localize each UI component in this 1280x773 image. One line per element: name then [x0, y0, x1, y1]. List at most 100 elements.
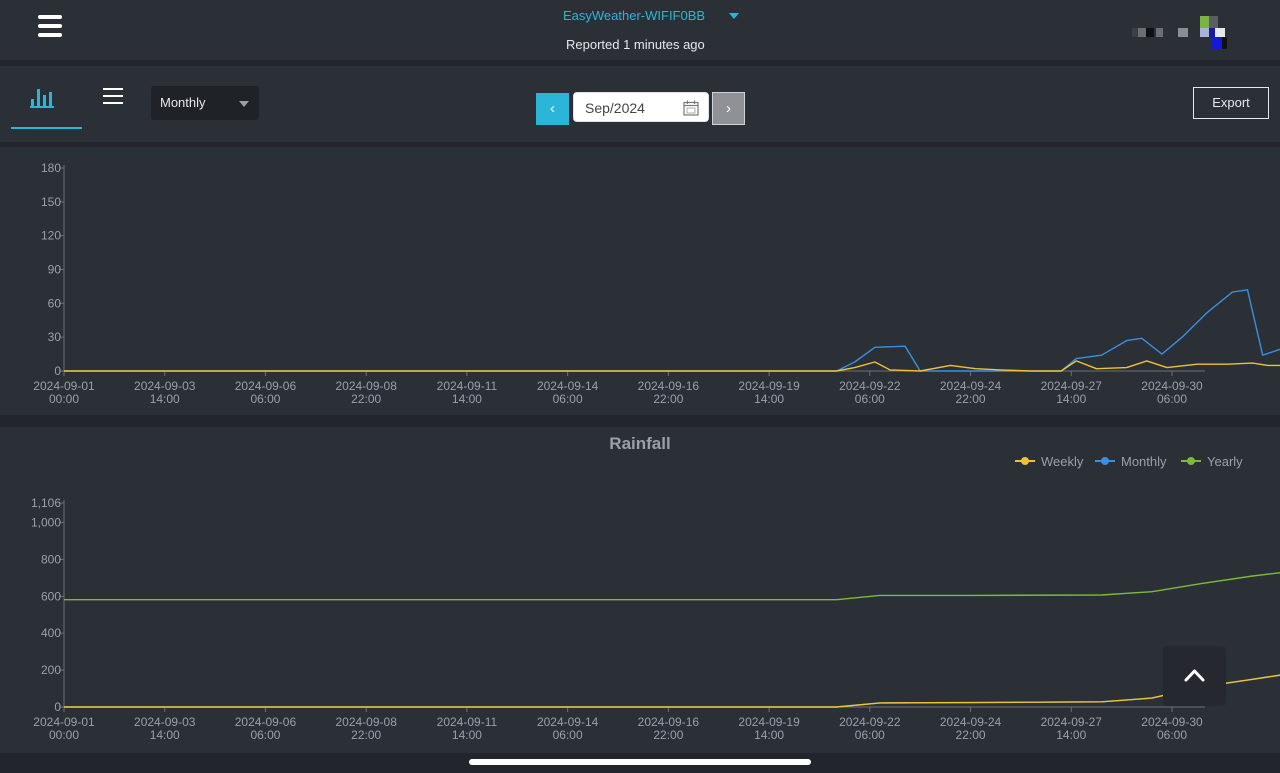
x-tick-label: 2024-09-22 [839, 715, 901, 729]
x-tick-label: 2024-09-30 [1141, 379, 1203, 393]
x-tick-label: 14:00 [150, 392, 180, 406]
series-line-monthly [64, 674, 1280, 708]
x-tick-label: 22:00 [653, 392, 683, 406]
x-tick-label: 2024-09-19 [738, 379, 800, 393]
x-tick-label: 2024-09-11 [437, 715, 498, 729]
x-tick-label: 2024-09-11 [437, 379, 498, 393]
y-tick-label: 1,106 [31, 496, 61, 510]
calendar-icon[interactable] [683, 100, 699, 116]
device-selector[interactable]: EasyWeather-WIFIF0BB [563, 8, 706, 23]
month-date-input[interactable]: Sep/2024 [573, 92, 709, 122]
legend-dot [1187, 457, 1195, 465]
x-tick-label: 06:00 [1157, 392, 1187, 406]
x-tick-label: 2024-09-14 [537, 379, 599, 393]
x-tick-label: 2024-09-03 [134, 379, 196, 393]
x-tick-label: 06:00 [855, 728, 885, 742]
x-tick-label: 2024-09-08 [335, 715, 397, 729]
series-line-3a8fe0 [64, 289, 1280, 372]
divider [0, 60, 1280, 66]
divider [0, 142, 1280, 147]
legend-label: Monthly [1121, 454, 1167, 469]
x-tick-label: 22:00 [956, 728, 986, 742]
x-tick-label: 14:00 [150, 728, 180, 742]
x-tick-label: 2024-09-27 [1041, 379, 1103, 393]
y-tick-label: 1,000 [31, 516, 61, 530]
x-tick-label: 06:00 [250, 728, 280, 742]
legend-dot [1101, 457, 1109, 465]
y-tick-label: 800 [41, 552, 61, 566]
x-tick-label: 2024-09-16 [638, 379, 700, 393]
period-select-value: Monthly [160, 95, 206, 110]
x-tick-label: 06:00 [1157, 728, 1187, 742]
chevron-up-icon [1184, 669, 1205, 682]
divider [0, 415, 1280, 427]
x-tick-label: 2024-09-24 [940, 379, 1002, 393]
x-tick-label: 2024-09-24 [940, 715, 1002, 729]
period-select[interactable]: Monthly [151, 86, 259, 120]
x-tick-label: 2024-09-06 [235, 715, 297, 729]
reported-status: Reported 1 minutes ago [566, 37, 705, 52]
y-tick-label: 0 [54, 364, 61, 378]
scroll-top-button[interactable] [1163, 646, 1226, 706]
list-icon[interactable] [103, 88, 123, 104]
x-tick-label: 2024-09-06 [235, 379, 297, 393]
y-tick-label: 0 [54, 700, 61, 714]
x-tick-label: 22:00 [653, 728, 683, 742]
x-tick-label: 2024-09-19 [738, 715, 800, 729]
x-tick-label: 14:00 [754, 728, 784, 742]
rainfall-panel [0, 427, 1280, 753]
x-tick-label: 14:00 [452, 728, 482, 742]
device-qr-icon [1132, 16, 1227, 49]
x-tick-label: 06:00 [250, 392, 280, 406]
series-line-weekly [64, 674, 1280, 708]
month-date-value: Sep/2024 [585, 100, 645, 116]
x-tick-label: 06:00 [553, 728, 583, 742]
y-tick-label: 120 [41, 229, 61, 243]
legend-label: Weekly [1041, 454, 1084, 469]
y-tick-label: 60 [48, 296, 62, 310]
chevron-down-icon [239, 101, 249, 107]
x-tick-label: 22:00 [956, 392, 986, 406]
series-line-yearly [64, 572, 1280, 601]
chart-title: Rainfall [609, 434, 670, 453]
bar-chart-icon[interactable] [30, 86, 54, 108]
x-tick-label: 14:00 [1056, 392, 1086, 406]
x-tick-label: 14:00 [452, 392, 482, 406]
y-tick-label: 200 [41, 663, 61, 677]
x-tick-label: 2024-09-16 [638, 715, 700, 729]
x-tick-label: 2024-09-01 [33, 379, 95, 393]
y-tick-label: 600 [41, 589, 61, 603]
x-tick-label: 06:00 [855, 392, 885, 406]
x-tick-label: 00:00 [49, 392, 79, 406]
y-tick-label: 90 [48, 263, 62, 277]
x-tick-label: 06:00 [553, 392, 583, 406]
x-tick-label: 2024-09-03 [134, 715, 196, 729]
x-tick-label: 22:00 [351, 392, 381, 406]
series-line-f0c232 [64, 360, 1280, 372]
tab-underline [11, 127, 82, 129]
top-bar [0, 0, 1280, 60]
export-button[interactable]: Export [1193, 87, 1269, 119]
next-month-button[interactable]: › [712, 92, 745, 125]
x-tick-label: 2024-09-08 [335, 379, 397, 393]
x-tick-label: 22:00 [351, 728, 381, 742]
y-tick-label: 150 [41, 195, 61, 209]
x-tick-label: 2024-09-01 [33, 715, 95, 729]
x-tick-label: 14:00 [1056, 728, 1086, 742]
x-tick-label: 2024-09-14 [537, 715, 599, 729]
legend-dot [1021, 457, 1029, 465]
x-tick-label: 00:00 [49, 728, 79, 742]
y-tick-label: 400 [41, 626, 61, 640]
previous-month-button[interactable]: ‹ [536, 93, 569, 125]
legend-label: Yearly [1207, 454, 1243, 469]
x-tick-label: 2024-09-30 [1141, 715, 1203, 729]
x-tick-label: 2024-09-22 [839, 379, 901, 393]
y-tick-label: 30 [48, 330, 62, 344]
chevron-down-icon[interactable] [729, 13, 739, 19]
x-tick-label: 14:00 [754, 392, 784, 406]
rainfall-chart[interactable]: Rainfall Weekly Monthly Yearly 0 200 400 600 800… [0, 427, 1280, 753]
hamburger-icon[interactable] [38, 15, 62, 37]
x-tick-label: 2024-09-27 [1041, 715, 1103, 729]
home-indicator[interactable] [469, 759, 811, 765]
